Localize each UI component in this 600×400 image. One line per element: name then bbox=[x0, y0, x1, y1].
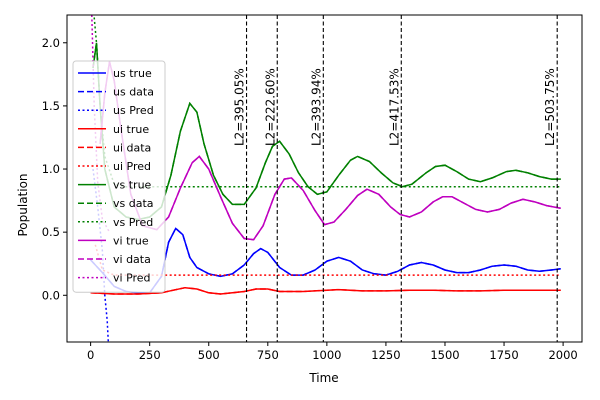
legend-label-7: vs data bbox=[113, 197, 154, 210]
x-axis-label: Time bbox=[308, 371, 338, 385]
vline-label-2: L2=393.94% bbox=[309, 68, 323, 146]
legend-label-2: us Pred bbox=[113, 104, 154, 117]
x-tick-label-6: 1500 bbox=[430, 348, 459, 362]
vline-label-0: L2=395.05% bbox=[233, 68, 247, 146]
l2-marker-lines: L2=395.05% L2=222.60% L2=393.94% L2=417.53%… bbox=[233, 15, 558, 342]
y-tick-label-3: 1.5 bbox=[42, 99, 60, 113]
y-tick-label-4: 2.0 bbox=[42, 36, 60, 50]
legend-label-4: ui data bbox=[113, 141, 151, 154]
series-line-us-data bbox=[90, 227, 561, 294]
x-tick-label-3: 750 bbox=[257, 348, 279, 362]
legend-label-8: vs Pred bbox=[113, 216, 153, 229]
plot-frame bbox=[66, 14, 583, 343]
x-tick-label-0: 0 bbox=[87, 348, 94, 362]
legend-label-0: us true bbox=[113, 67, 152, 80]
legend-label-3: ui true bbox=[113, 123, 149, 136]
legend-label-9: vi true bbox=[113, 234, 149, 247]
vline-label-1: L2=222.60% bbox=[263, 68, 277, 146]
x-tick-label-7: 1750 bbox=[489, 348, 518, 362]
legend-label-6: vs true bbox=[113, 179, 152, 192]
axes: 0 250 500 750 1000 1250 1500 1750 2000 0.0 0.5 1.0 1… bbox=[42, 14, 583, 362]
x-tick-label-5: 1250 bbox=[371, 348, 400, 362]
x-tick-label-8: 2000 bbox=[548, 348, 577, 362]
series-line-vi-data bbox=[99, 61, 561, 241]
y-axis-label: Population bbox=[16, 173, 30, 236]
vline-label-3: L2=417.53% bbox=[387, 68, 401, 146]
legend-label-5: ui Pred bbox=[113, 160, 151, 173]
legend-label-11: vi Pred bbox=[113, 272, 151, 285]
legend-label-1: us data bbox=[113, 86, 154, 99]
x-tick-label-2: 500 bbox=[198, 348, 220, 362]
x-tick-label-4: 1000 bbox=[312, 348, 341, 362]
legend: us true us data us Pred ui true ui data ui Pr… bbox=[72, 60, 166, 293]
series-line-ui-data bbox=[90, 286, 561, 295]
y-tick-label-2: 1.0 bbox=[42, 162, 60, 176]
series-line-vi-true bbox=[99, 61, 561, 241]
x-tick-label-1: 250 bbox=[139, 348, 161, 362]
y-tick-label-1: 0.5 bbox=[42, 225, 60, 239]
legend-label-10: vi data bbox=[113, 253, 151, 266]
y-tick-label-0: 0.0 bbox=[42, 288, 60, 302]
legend-box bbox=[72, 60, 166, 293]
vline-label-4: L2=503.75% bbox=[543, 68, 557, 146]
